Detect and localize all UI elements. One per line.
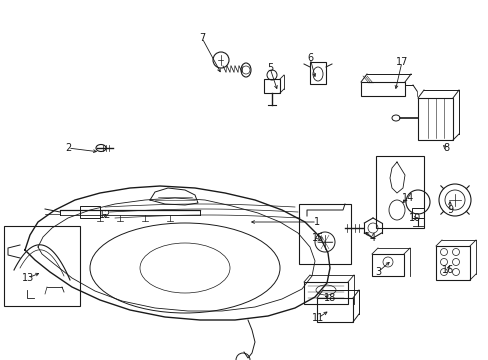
- Text: 18: 18: [323, 293, 335, 303]
- Text: 15: 15: [311, 233, 324, 243]
- Text: 2: 2: [65, 143, 71, 153]
- Bar: [371, 254, 403, 276]
- Text: 13: 13: [22, 273, 34, 283]
- Text: 9: 9: [446, 205, 452, 215]
- Text: 4: 4: [369, 233, 375, 243]
- Text: 16: 16: [441, 265, 453, 275]
- Bar: [4, 226, 80, 306]
- Bar: [375, 156, 423, 228]
- Bar: [264, 79, 280, 93]
- Bar: [304, 282, 347, 304]
- Bar: [298, 204, 350, 264]
- Bar: [309, 62, 325, 84]
- Bar: [435, 246, 469, 280]
- Bar: [411, 208, 423, 218]
- Bar: [417, 98, 452, 140]
- Bar: [360, 82, 404, 96]
- Text: 3: 3: [374, 267, 380, 277]
- Text: 14: 14: [401, 193, 413, 203]
- Text: 10: 10: [408, 213, 420, 223]
- Text: 1: 1: [313, 217, 320, 227]
- Bar: [316, 298, 352, 322]
- Text: 6: 6: [306, 53, 312, 63]
- Bar: [80, 206, 100, 218]
- Text: 5: 5: [266, 63, 273, 73]
- Text: 12: 12: [99, 210, 111, 220]
- Text: 7: 7: [199, 33, 204, 43]
- Text: 8: 8: [442, 143, 448, 153]
- Text: 11: 11: [311, 313, 324, 323]
- Text: 17: 17: [395, 57, 407, 67]
